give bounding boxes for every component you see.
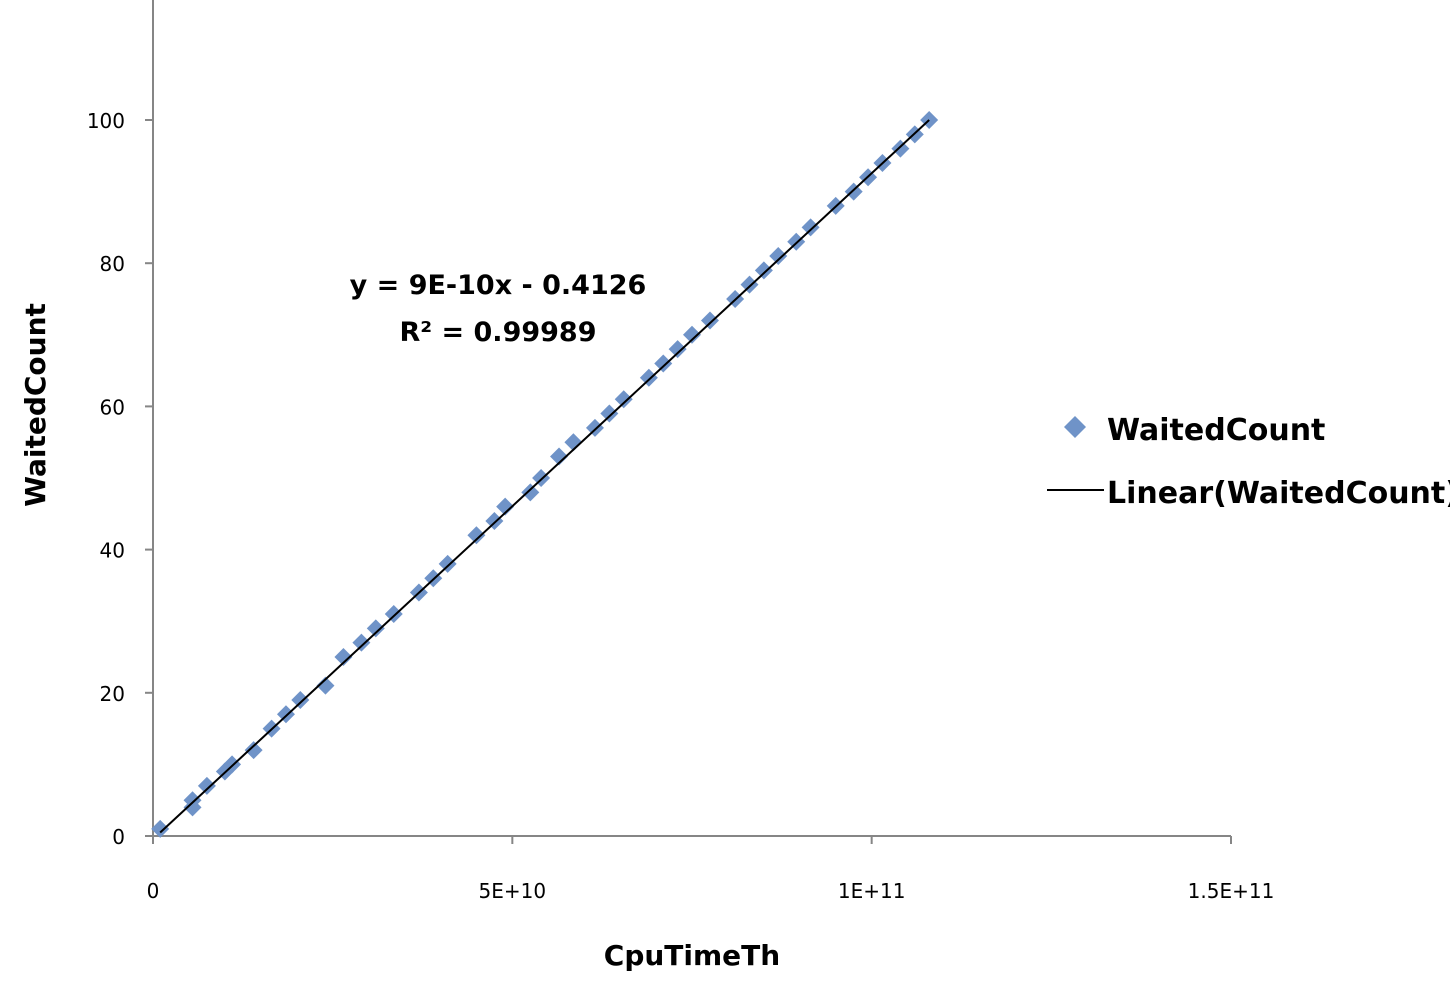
trendline-equation: y = 9E-10x - 0.4126	[350, 270, 647, 301]
legend-label-waitedcount: WaitedCount	[1107, 413, 1325, 448]
legend-label-linear: Linear(WaitedCount)	[1107, 476, 1450, 511]
x-tick-label: 1E+11	[838, 879, 906, 903]
data-point	[316, 676, 335, 695]
y-tick-label: 20	[100, 682, 125, 706]
data-point	[585, 418, 604, 437]
data-point	[496, 497, 515, 516]
data-point	[334, 648, 353, 666]
data-point	[151, 819, 170, 838]
data-point	[740, 275, 759, 294]
data-point	[891, 139, 910, 158]
data-point	[654, 354, 673, 373]
data-point	[438, 554, 457, 573]
legend-item-waitedcount: WaitedCount	[1064, 413, 1325, 448]
data-point	[683, 325, 701, 344]
x-tick-label: 0	[147, 879, 160, 903]
data-point	[485, 511, 504, 530]
y-axis-title: WaitedCount	[19, 303, 52, 507]
trendline-group	[159, 119, 930, 834]
data-point	[614, 390, 633, 409]
data-point	[244, 741, 263, 760]
data-point	[754, 261, 773, 280]
x-axis-ticks: 0 5E+10 1E+11 1.5E+11	[147, 836, 1275, 903]
legend: WaitedCount Linear(WaitedCount)	[1047, 413, 1450, 511]
data-point	[700, 311, 719, 330]
trendline-r-squared: R² = 0.99989	[399, 317, 596, 348]
y-tick-label: 80	[100, 252, 125, 276]
y-tick-label: 40	[100, 539, 125, 563]
data-point	[183, 791, 202, 810]
trendline	[159, 119, 930, 834]
y-tick-label: 0	[112, 825, 125, 849]
data-point	[801, 218, 820, 237]
data-point	[384, 605, 403, 624]
y-axis-ticks: 0 20 40 60 80 100	[87, 109, 153, 849]
x-tick-label: 5E+10	[479, 879, 547, 903]
diamond-icon	[1064, 416, 1086, 438]
data-point	[639, 368, 658, 387]
data-point	[197, 776, 216, 795]
data-point	[668, 340, 687, 359]
data-point	[352, 633, 371, 652]
data-point	[550, 447, 569, 466]
data-point	[276, 705, 295, 724]
data-point	[600, 404, 619, 423]
axes: 0 20 40 60 80 100 0 5E+10 1E+11 1.5E+11	[87, 0, 1275, 903]
y-tick-label: 60	[100, 395, 125, 419]
data-point	[291, 690, 310, 709]
data-point	[769, 247, 788, 266]
x-tick-label: 1.5E+11	[1188, 879, 1275, 903]
data-points	[151, 111, 939, 838]
legend-item-linear: Linear(WaitedCount)	[1047, 476, 1450, 511]
data-point	[366, 619, 385, 638]
data-point	[521, 483, 540, 502]
x-axis-title: CpuTimeTh	[604, 939, 780, 972]
y-tick-label: 100	[87, 109, 125, 133]
data-point	[467, 526, 486, 545]
